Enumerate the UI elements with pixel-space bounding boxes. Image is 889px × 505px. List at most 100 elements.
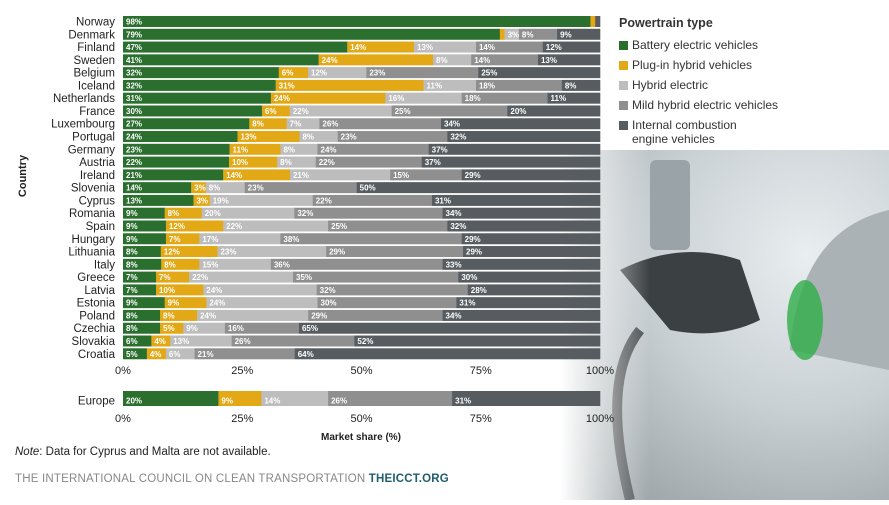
data-label: 18% (479, 81, 495, 90)
data-label: 24% (200, 311, 216, 320)
bar-segment-0 (123, 182, 192, 194)
bar-segment-3 (319, 118, 442, 130)
bar-segment-4 (452, 391, 601, 406)
data-label: 7% (159, 273, 171, 282)
data-label: 13% (240, 133, 256, 142)
bar-segment-4 (456, 297, 601, 309)
data-label: 24% (321, 145, 337, 154)
bar-segment-3 (280, 233, 462, 245)
data-label: 4% (154, 337, 166, 346)
bar-segment-1 (160, 309, 198, 321)
legend-label: Hybrid electric (632, 78, 709, 92)
data-label: 21% (293, 171, 309, 180)
data-label: 29% (465, 235, 481, 244)
country-label: Europe (78, 396, 115, 408)
bar-segment-0 (123, 194, 194, 206)
data-label: 22% (126, 158, 142, 167)
data-label: 31% (435, 196, 451, 205)
footer-site-link[interactable]: THEICCT.ORG (368, 473, 449, 485)
country-label: Lithuania (68, 247, 115, 259)
bar-segment-3 (366, 67, 479, 79)
country-label: Sweden (73, 55, 115, 67)
bar-segment-3 (461, 92, 548, 104)
data-label: 25% (395, 107, 411, 116)
bar-segment-3 (390, 169, 462, 181)
x-tick-label: 25% (231, 413, 253, 425)
bar-segment-4 (447, 131, 601, 143)
bar-segment-1 (164, 297, 207, 309)
data-label: 24% (209, 299, 225, 308)
country-label: Slovakia (72, 336, 116, 348)
legend-title: Powertrain type (619, 16, 713, 30)
data-label: 29% (465, 171, 481, 180)
data-label: 16% (388, 94, 404, 103)
bar-segment-2 (189, 271, 294, 283)
data-label: 12% (169, 222, 185, 231)
bar-segment-4 (447, 220, 601, 232)
legend-item-mhev: Mild hybrid electric vehicles (619, 98, 879, 112)
data-label: 7% (126, 286, 138, 295)
data-label: 32% (450, 222, 466, 231)
country-label: Netherlands (53, 93, 115, 105)
data-label: 17% (202, 235, 218, 244)
bar-segment-2 (413, 41, 477, 53)
x-tick-label: 100% (586, 413, 614, 425)
bar-segment-4 (431, 194, 601, 206)
bar-segment-3 (316, 284, 469, 296)
bar-segment-1 (156, 271, 190, 283)
legend: Powertrain type Battery electric vehicle… (619, 16, 879, 152)
data-label: 27% (126, 120, 142, 129)
data-label: 30% (321, 299, 337, 308)
country-label: Spain (86, 221, 115, 233)
bar-segment-0 (123, 28, 501, 40)
data-label: 8% (126, 260, 138, 269)
data-label: 14% (350, 43, 366, 52)
data-label: 9% (126, 222, 138, 231)
bar-segment-0 (123, 169, 224, 181)
bar-segment-0 (123, 41, 348, 53)
bar-segment-0 (123, 322, 161, 334)
data-label: 14% (264, 397, 280, 406)
data-label: 8% (126, 248, 138, 257)
data-label: 8% (436, 56, 448, 65)
bar-segment-0 (123, 105, 263, 117)
country-label: Czechia (73, 323, 115, 335)
bar-segment-0 (123, 92, 272, 104)
bar-segment-3 (471, 54, 539, 66)
country-label: France (79, 106, 115, 118)
footer: THE INTERNATIONAL COUNCIL ON CLEAN TRANS… (15, 473, 449, 485)
bar-segment-2 (289, 105, 392, 117)
data-label: 12% (311, 69, 327, 78)
data-label: 22% (226, 222, 242, 231)
bar-segment-1 (249, 118, 287, 130)
data-label: 24% (206, 286, 222, 295)
data-label: 13% (417, 43, 433, 52)
bar-segment-3 (308, 309, 443, 321)
country-label: Romania (69, 208, 116, 220)
data-label: 23% (341, 133, 357, 142)
bar-segment-1 (499, 28, 505, 40)
bar-segment-2 (307, 67, 367, 79)
bar-segment-2 (199, 258, 272, 270)
country-label: Germany (68, 144, 116, 156)
data-label: 3% (194, 184, 206, 193)
data-label: 5% (126, 350, 138, 359)
data-label: 6% (126, 337, 138, 346)
country-label: Luxembourg (51, 119, 115, 131)
data-label: 16% (228, 324, 244, 333)
bar-segment-4 (442, 258, 601, 270)
data-label: 8% (126, 324, 138, 333)
data-label: 8% (522, 30, 534, 39)
data-label: 8% (565, 81, 577, 90)
bar-segment-1 (347, 41, 415, 53)
legend-swatch (619, 41, 628, 50)
note-text: : Data for Cyprus and Malta are not avai… (39, 446, 271, 458)
data-label: 10% (232, 158, 248, 167)
footer-org: THE INTERNATIONAL COUNCIL ON CLEAN TRANS… (15, 473, 369, 485)
country-label: Austria (79, 157, 115, 169)
data-label: 8% (302, 133, 314, 142)
bar-segment-2 (203, 284, 317, 296)
bar-segment-3 (328, 220, 448, 232)
data-label: 10% (159, 286, 175, 295)
